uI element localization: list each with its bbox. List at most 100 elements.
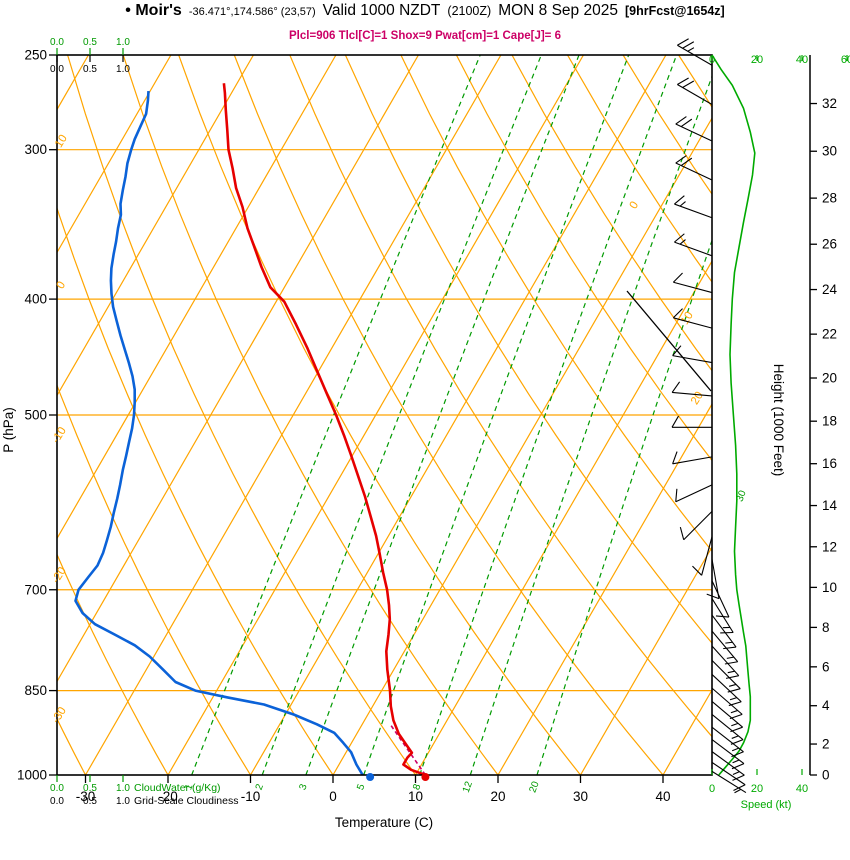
dewpoint-curve — [74, 91, 364, 775]
svg-text:0: 0 — [822, 768, 830, 783]
isotherm-line — [57, 55, 254, 397]
parcel-curve — [389, 723, 427, 775]
svg-text:1.0: 1.0 — [116, 783, 130, 794]
svg-text:30: 30 — [735, 489, 749, 504]
svg-text:0: 0 — [709, 54, 715, 66]
svg-text:300: 300 — [24, 142, 47, 157]
svg-text:20: 20 — [528, 780, 542, 795]
svg-text:0: 0 — [709, 783, 715, 795]
svg-text:P (hPa): P (hPa) — [1, 407, 16, 453]
svg-text:0.5: 0.5 — [83, 37, 97, 48]
svg-text:6: 6 — [822, 659, 830, 674]
svg-text:1.0: 1.0 — [116, 796, 130, 807]
svg-text:5: 5 — [355, 782, 367, 791]
svg-text:20: 20 — [751, 783, 763, 795]
wind-speed-curve — [711, 54, 756, 776]
svg-text:14: 14 — [822, 498, 838, 513]
svg-text:1000: 1000 — [17, 768, 47, 783]
isotherm-line — [57, 55, 172, 254]
svg-text:1.0: 1.0 — [116, 37, 130, 48]
svg-text:22: 22 — [822, 327, 837, 342]
svg-text:40: 40 — [655, 789, 670, 804]
svg-text:10: 10 — [679, 310, 696, 327]
surface-temp — [421, 773, 430, 781]
dry-adiabat-line — [57, 553, 169, 775]
svg-text:20: 20 — [490, 789, 505, 804]
svg-text:-20: -20 — [50, 565, 69, 585]
dry-adiabat-line — [233, 55, 664, 775]
station-name: • Moir's — [125, 2, 182, 19]
svg-text:0.0: 0.0 — [50, 64, 64, 75]
svg-text:Height (1000 Feet): Height (1000 Feet) — [771, 364, 786, 477]
svg-text:-10: -10 — [50, 425, 69, 445]
svg-text:0: 0 — [55, 280, 69, 292]
svg-text:20: 20 — [751, 54, 763, 66]
svg-text:28: 28 — [822, 191, 837, 206]
svg-text:60: 60 — [841, 54, 850, 66]
svg-text:32: 32 — [822, 96, 837, 111]
svg-text:0.5: 0.5 — [83, 783, 97, 794]
svg-text:0.0: 0.0 — [50, 796, 64, 807]
dry-adiabat-line — [344, 55, 712, 645]
svg-text:0: 0 — [628, 200, 642, 212]
svg-text:1.0: 1.0 — [116, 64, 130, 75]
svg-text:1: 1 — [183, 782, 195, 791]
temperature-curve — [222, 83, 426, 775]
svg-text:30: 30 — [573, 789, 588, 804]
grid-lines — [57, 55, 712, 775]
dry-adiabat-line — [57, 383, 252, 775]
dry-adiabat-line — [400, 55, 712, 553]
svg-text:24: 24 — [822, 282, 838, 297]
valid-date: MON 8 Sep 2025 — [498, 2, 618, 19]
svg-text:-20: -20 — [158, 789, 178, 804]
mixing-ratio-line — [536, 238, 712, 775]
svg-text:700: 700 — [24, 582, 47, 597]
dry-adiabat-line — [289, 55, 712, 738]
svg-text:0: 0 — [329, 789, 337, 804]
svg-text:-10: -10 — [241, 789, 261, 804]
mixing-ratio-line — [469, 74, 712, 775]
svg-text:26: 26 — [822, 237, 837, 252]
svg-text:250: 250 — [24, 48, 47, 63]
svg-text:-30: -30 — [50, 705, 69, 725]
valid-time: Valid 1000 NZDT — [322, 2, 441, 19]
svg-text:2: 2 — [254, 782, 266, 791]
svg-text:18: 18 — [822, 414, 837, 429]
mixing-ratio-line — [305, 55, 580, 775]
svg-text:4: 4 — [822, 698, 830, 713]
sounding-profiles — [74, 83, 427, 775]
svg-text:500: 500 — [24, 408, 47, 423]
svg-text:20: 20 — [689, 390, 706, 407]
svg-text:0.5: 0.5 — [83, 796, 97, 807]
svg-text:12: 12 — [461, 780, 475, 795]
svg-text:0.0: 0.0 — [50, 783, 64, 794]
dry-adiabat-line — [57, 206, 334, 775]
mixing-ratio-line — [419, 55, 678, 775]
svg-text:10: 10 — [822, 580, 837, 595]
mixing-ratio-line — [363, 55, 630, 775]
dry-adiabat-line — [455, 55, 712, 462]
svg-text:16: 16 — [822, 456, 837, 471]
svg-text:0.5: 0.5 — [83, 64, 97, 75]
dry-adiabat-line — [122, 55, 499, 775]
isotherm-line — [579, 545, 712, 775]
svg-text:10: 10 — [408, 789, 423, 804]
mixing-ratio-line — [191, 55, 481, 775]
dry-adiabat-line — [67, 55, 416, 775]
svg-text:20: 20 — [822, 371, 837, 386]
stability-indices: Plcl=906 Tlcl[C]=1 Shox=9 Pwat[cm]=1 Cap… — [289, 30, 561, 42]
svg-text:40: 40 — [796, 54, 808, 66]
wind-barbs — [671, 38, 747, 794]
svg-text:400: 400 — [24, 292, 47, 307]
svg-text:8: 8 — [411, 782, 423, 791]
surface-dewpoint — [366, 773, 375, 781]
svg-text:850: 850 — [24, 683, 47, 698]
svg-text:8: 8 — [822, 620, 830, 635]
svg-text:30: 30 — [822, 144, 837, 159]
svg-text:10: 10 — [53, 133, 70, 150]
station-coordinates: -36.471°,174.586° (23,57) — [188, 6, 316, 18]
dry-adiabat-line — [511, 55, 712, 372]
